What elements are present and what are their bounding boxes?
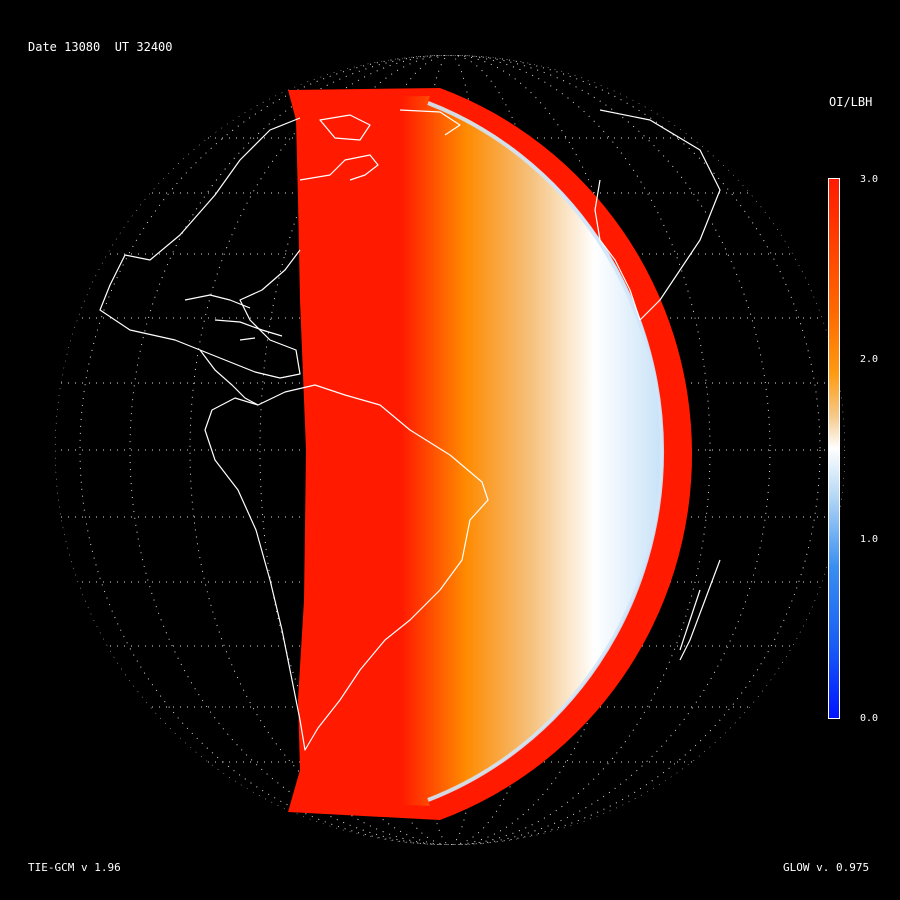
model-version-right: GLOW v. 0.975 [783,861,870,874]
colorbar [828,178,840,719]
colorbar-tick-label: 2.0 [860,354,879,365]
colorbar-tick-label: 1.0 [860,534,879,545]
coastlines [99,109,721,751]
date-ut-label: Date 13080 UT 32400 [28,40,173,54]
dayside-overlay [288,88,693,820]
colorbar-tick-label: 3.0 [860,174,879,185]
colorbar-title: OI/LBH [829,95,873,109]
colorbar-tick-label: 0.0 [860,713,879,724]
model-version-left: TIE-GCM v 1.96 [28,861,121,874]
